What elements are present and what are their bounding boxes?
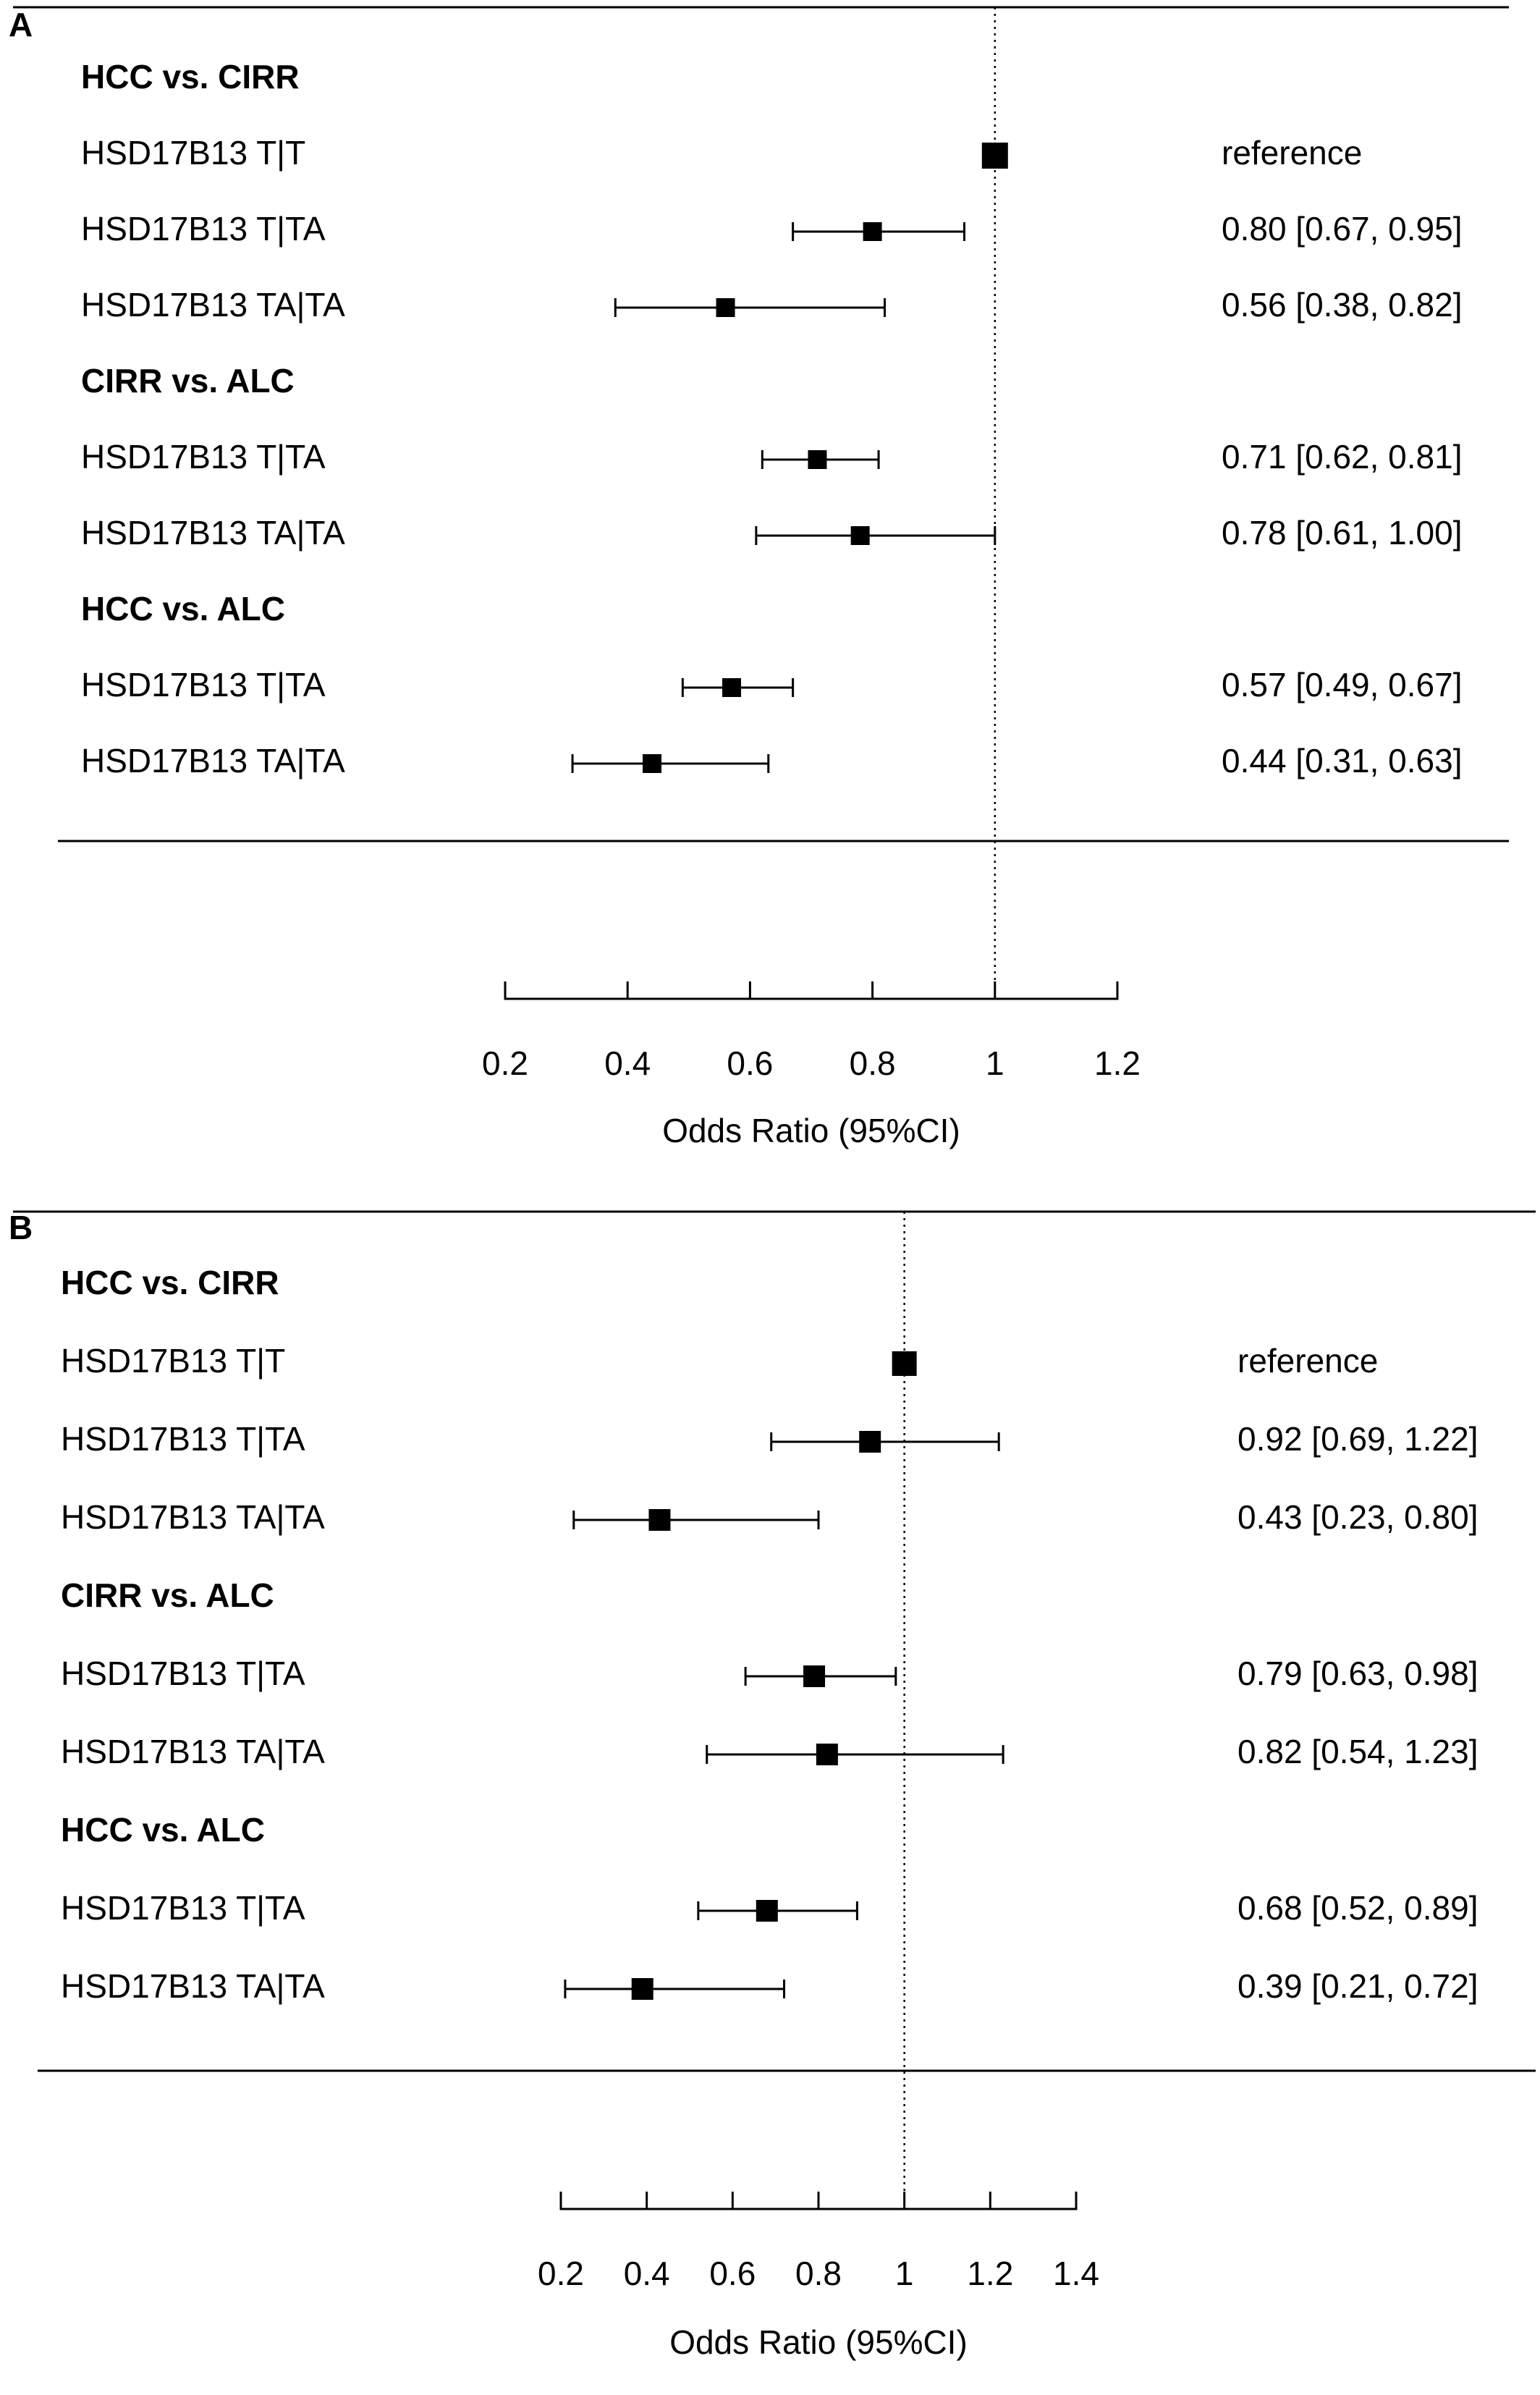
group-label: HCC vs. ALC — [61, 1811, 265, 1849]
estimate-text: 0.78 [0.61, 1.00] — [1222, 514, 1463, 552]
estimate-text: 0.82 [0.54, 1.23] — [1238, 1733, 1478, 1770]
row-label: HSD17B13 T|TA — [81, 210, 326, 248]
panel-letter: A — [9, 6, 33, 43]
row-label: HSD17B13 T|T — [81, 134, 305, 172]
point-estimate — [631, 1978, 653, 2000]
estimate-text: 0.80 [0.67, 0.95] — [1222, 210, 1463, 248]
point-estimate — [643, 754, 662, 773]
point-estimate — [722, 678, 742, 697]
group-label: HCC vs. ALC — [81, 590, 285, 628]
x-tick-label: 0.8 — [850, 1044, 896, 1082]
x-axis-title: Odds Ratio (95%CI) — [669, 2323, 968, 2361]
x-tick-label: 1.2 — [967, 2255, 1013, 2292]
row-label: HSD17B13 T|TA — [61, 1889, 305, 1927]
x-tick-label: 0.6 — [709, 2255, 756, 2292]
row-label: HSD17B13 T|TA — [81, 666, 326, 704]
estimate-text: 0.43 [0.23, 0.80] — [1238, 1498, 1478, 1536]
point-estimate — [816, 1744, 838, 1765]
x-axis-title: Odds Ratio (95%CI) — [662, 1112, 960, 1149]
row-label: HSD17B13 TA|TA — [81, 514, 345, 552]
x-tick-label: 0.2 — [482, 1044, 528, 1082]
x-tick-label: 0.2 — [538, 2255, 584, 2292]
row-label: HSD17B13 TA|TA — [61, 1498, 325, 1536]
row-label: HSD17B13 T|TA — [81, 438, 326, 476]
group-label: HCC vs. CIRR — [81, 58, 300, 96]
estimate-text: 0.79 [0.63, 0.98] — [1238, 1655, 1478, 1692]
point-estimate — [859, 1431, 881, 1453]
point-estimate — [981, 143, 1008, 169]
x-tick-label: 0.4 — [604, 1044, 651, 1082]
x-tick-label: 0.8 — [795, 2255, 842, 2292]
group-label: HCC vs. CIRR — [61, 1264, 279, 1301]
row-label: HSD17B13 T|T — [61, 1342, 285, 1380]
point-estimate — [808, 450, 827, 469]
group-label: CIRR vs. ALC — [61, 1576, 274, 1614]
row-label: HSD17B13 T|TA — [61, 1655, 305, 1692]
x-tick-label: 1 — [895, 2255, 914, 2292]
row-label: HSD17B13 TA|TA — [81, 742, 345, 780]
x-tick-label: 1 — [986, 1044, 1004, 1082]
estimate-text: 0.44 [0.31, 0.63] — [1222, 742, 1463, 780]
row-label: HSD17B13 TA|TA — [61, 1967, 325, 2005]
estimate-text: 0.56 [0.38, 0.82] — [1222, 286, 1463, 324]
row-label: HSD17B13 T|TA — [61, 1420, 305, 1458]
point-estimate — [892, 1351, 917, 1376]
estimate-text: 0.39 [0.21, 0.72] — [1238, 1967, 1478, 2005]
estimate-text: 0.92 [0.69, 1.22] — [1238, 1420, 1478, 1458]
estimate-text: 0.71 [0.62, 0.81] — [1222, 438, 1463, 476]
group-label: CIRR vs. ALC — [81, 362, 295, 400]
row-label: HSD17B13 TA|TA — [61, 1733, 325, 1770]
point-estimate — [863, 222, 882, 241]
x-tick-label: 0.4 — [624, 2255, 670, 2292]
x-tick-label: 1.4 — [1053, 2255, 1099, 2292]
estimate-text: reference — [1222, 134, 1362, 172]
point-estimate — [850, 526, 870, 545]
point-estimate — [716, 298, 735, 317]
estimate-text: 0.57 [0.49, 0.67] — [1222, 666, 1463, 704]
point-estimate — [756, 1900, 778, 1922]
row-label: HSD17B13 TA|TA — [81, 286, 345, 324]
x-tick-label: 0.6 — [727, 1044, 773, 1082]
point-estimate — [648, 1509, 671, 1531]
point-estimate — [803, 1665, 826, 1687]
x-tick-label: 1.2 — [1094, 1044, 1141, 1082]
estimate-text: reference — [1238, 1342, 1378, 1380]
panel-letter: B — [9, 1209, 33, 1246]
estimate-text: 0.68 [0.52, 0.89] — [1238, 1889, 1478, 1927]
